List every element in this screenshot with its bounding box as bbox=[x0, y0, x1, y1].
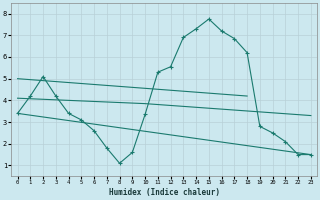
X-axis label: Humidex (Indice chaleur): Humidex (Indice chaleur) bbox=[109, 188, 220, 197]
